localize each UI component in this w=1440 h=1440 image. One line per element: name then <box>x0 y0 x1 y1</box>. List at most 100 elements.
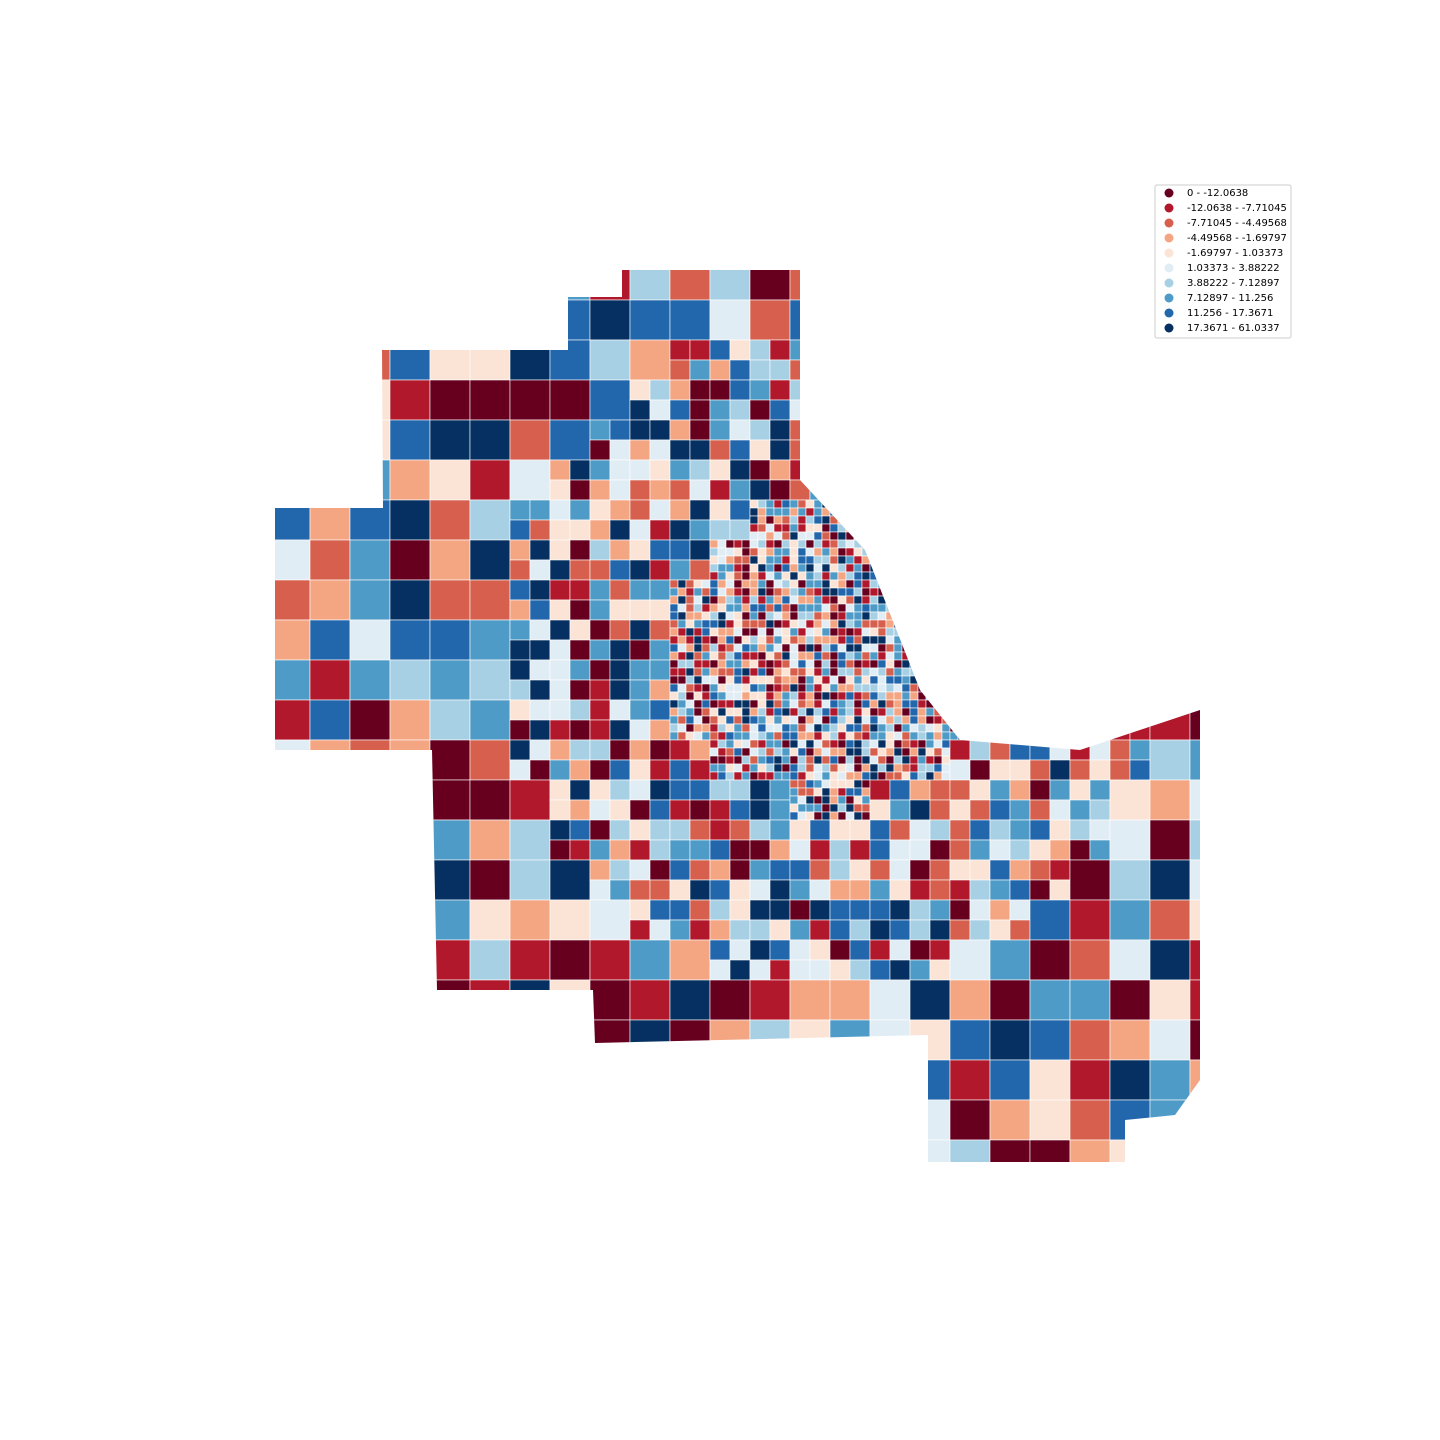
tract <box>309 1139 351 1162</box>
tract <box>757 515 767 525</box>
tract <box>1109 659 1131 681</box>
tract <box>589 839 611 861</box>
legend-label: 3.88222 - 7.12897 <box>1187 278 1280 289</box>
tract <box>309 499 351 541</box>
tract <box>629 459 651 481</box>
tract <box>309 419 351 461</box>
tract <box>685 723 695 733</box>
tract <box>1069 559 1091 581</box>
tract <box>949 519 971 541</box>
tract <box>853 803 863 813</box>
tract <box>845 507 855 517</box>
tract <box>1049 579 1071 601</box>
tract <box>1009 419 1031 441</box>
tract <box>933 723 943 733</box>
tract <box>789 939 811 961</box>
tract <box>741 659 751 669</box>
tract <box>885 603 895 613</box>
tract <box>629 379 651 401</box>
tract <box>853 619 863 629</box>
tract <box>1109 939 1151 981</box>
tract <box>677 587 687 597</box>
tract <box>909 747 919 757</box>
tract <box>797 787 807 797</box>
tract <box>797 739 807 749</box>
tract <box>1049 719 1071 741</box>
tract <box>349 579 391 621</box>
tract <box>509 1059 551 1101</box>
tract <box>933 675 943 685</box>
tract <box>821 555 831 565</box>
tract <box>909 643 919 653</box>
tract <box>309 270 351 301</box>
legend-marker <box>1164 293 1174 303</box>
tract <box>589 719 611 741</box>
tract <box>749 627 759 637</box>
tract <box>965 699 975 709</box>
tract <box>829 819 851 841</box>
tract <box>837 811 847 821</box>
tract <box>741 699 751 709</box>
tract <box>509 459 551 501</box>
tract <box>1109 559 1131 581</box>
tract <box>309 699 351 741</box>
tract <box>429 699 471 741</box>
tract <box>805 507 815 517</box>
tract <box>885 763 895 773</box>
tract <box>981 715 991 725</box>
tract <box>969 499 991 521</box>
tract <box>709 627 719 637</box>
tract <box>813 523 823 533</box>
tract <box>741 643 751 653</box>
tract <box>773 547 783 557</box>
tract <box>829 899 851 921</box>
tract <box>909 659 919 669</box>
tract <box>749 359 771 381</box>
tract <box>797 499 807 509</box>
tract <box>829 595 839 605</box>
tract <box>969 819 991 841</box>
tract <box>749 507 759 517</box>
tract <box>589 419 611 441</box>
tract <box>917 747 927 757</box>
tract <box>789 603 799 613</box>
tract <box>1069 779 1091 801</box>
tract <box>725 667 735 677</box>
tract <box>1009 519 1031 541</box>
tract <box>769 839 791 861</box>
tract <box>909 755 919 765</box>
tract <box>789 659 799 669</box>
tract <box>845 667 855 677</box>
tract <box>569 479 591 501</box>
tract <box>689 359 711 381</box>
tract <box>789 691 799 701</box>
tract <box>741 587 751 597</box>
tract <box>813 755 823 765</box>
tract <box>749 419 771 441</box>
tract <box>725 571 735 581</box>
tract <box>869 515 879 525</box>
tract <box>725 595 735 605</box>
tract <box>1089 579 1111 601</box>
tract <box>549 819 571 841</box>
tract <box>877 579 887 589</box>
tract <box>309 739 351 781</box>
tract <box>569 579 591 601</box>
tract <box>837 795 847 805</box>
tract <box>509 979 551 1021</box>
tract <box>853 627 863 637</box>
tract <box>981 683 991 693</box>
tract <box>917 659 927 669</box>
tract <box>1069 819 1091 841</box>
tract <box>909 595 919 605</box>
tract <box>629 539 651 561</box>
tract <box>725 707 735 717</box>
tract <box>549 639 571 661</box>
tract <box>389 459 431 501</box>
tract <box>969 519 991 541</box>
tract <box>925 755 935 765</box>
tract <box>877 611 887 621</box>
tract <box>429 899 471 941</box>
tract <box>1009 879 1031 901</box>
tract <box>893 699 903 709</box>
